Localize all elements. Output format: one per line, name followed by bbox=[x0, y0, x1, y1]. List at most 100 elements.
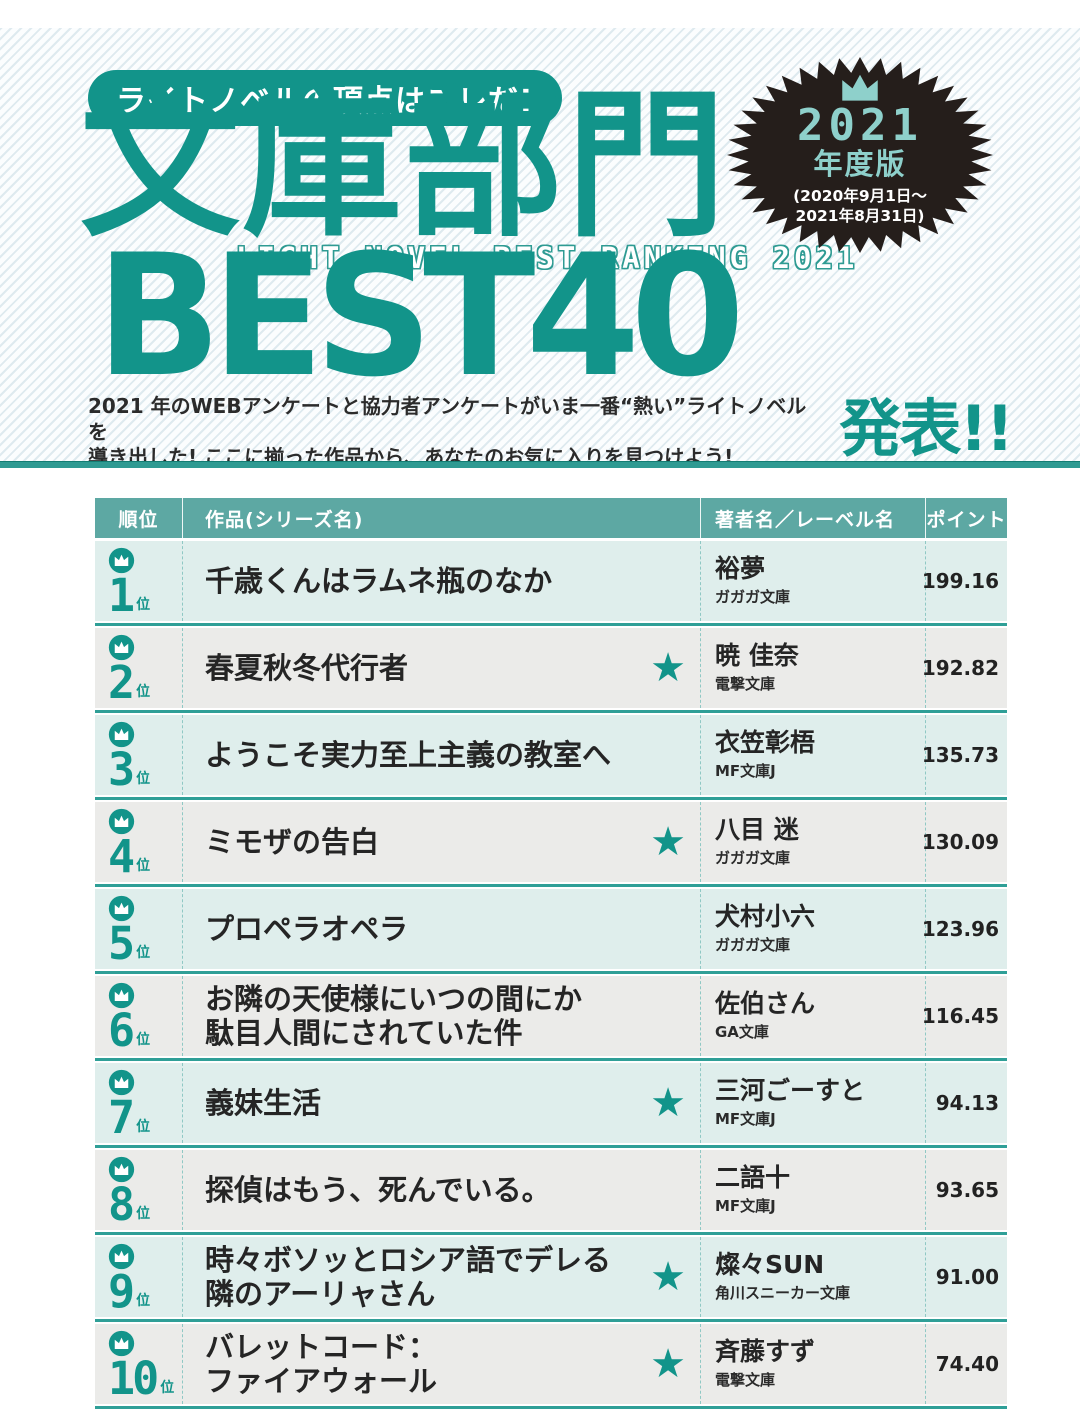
table-row: 7 位 義妹生活 ★ 三河ごーすと MF文庫J 94.13 bbox=[95, 1063, 1007, 1143]
column-header-author: 著者名／レーベル名 bbox=[700, 498, 925, 538]
row-separator bbox=[95, 1232, 1007, 1235]
author-cell: 二語十 MF文庫J bbox=[700, 1150, 925, 1230]
intro-description-line1: 2021 年のWEBアンケートと協力者アンケートがいま一番“熱い”ライトノベルを bbox=[88, 394, 807, 444]
rank-suffix: 位 bbox=[136, 684, 151, 701]
star-icon: ★ bbox=[650, 819, 686, 865]
badge-period-line2: 2021年8月31日) bbox=[795, 207, 925, 226]
points-value: 94.13 bbox=[925, 1063, 1007, 1143]
label-name: GA文庫 bbox=[715, 1023, 769, 1042]
work-title: ミモザの告白 bbox=[205, 824, 380, 859]
ranking-table: 順位 作品(シリーズ名) 著者名／レーベル名 ポイント 1 位千歳くんはラムネ瓶の… bbox=[95, 498, 1007, 1411]
author-cell: 三河ごーすと MF文庫J bbox=[700, 1063, 925, 1143]
author-cell: 燦々SUN 角川スニーカー文庫 bbox=[700, 1237, 925, 1317]
row-separator bbox=[95, 1145, 1007, 1148]
author-cell: 八目 迷ガガガ文庫 bbox=[700, 802, 925, 882]
star-icon: ★ bbox=[650, 1341, 686, 1387]
title-cell: バレットコード： ファイアウォール ★ bbox=[182, 1324, 700, 1404]
work-title: お隣の天使様にいつの間にか bbox=[205, 981, 583, 1016]
best40-title: BEST40 bbox=[96, 218, 745, 414]
row-separator bbox=[95, 1058, 1007, 1061]
label-name: ガガガ文庫 bbox=[715, 936, 791, 955]
work-title: 千歳くんはラムネ瓶のなか bbox=[205, 563, 553, 598]
rank-suffix: 位 bbox=[136, 771, 151, 788]
rank-suffix: 位 bbox=[136, 1206, 151, 1223]
rank-number-group: 10 位 bbox=[108, 1352, 175, 1405]
author-cell: 佐伯さん GA文庫 bbox=[700, 976, 925, 1056]
work-title: 義妹生活 bbox=[205, 1085, 322, 1120]
label-name: MF文庫J bbox=[715, 1110, 776, 1129]
author-cell: 斉藤すず 電撃文庫 bbox=[700, 1324, 925, 1404]
points-value: 74.40 bbox=[925, 1324, 1007, 1404]
work-title: バレットコード： bbox=[205, 1329, 438, 1364]
row-separator bbox=[95, 971, 1007, 974]
table-body: 1 位千歳くんはラムネ瓶のなか 裕夢 ガガガ文庫 199.16 2 位春夏秋冬代行者 ★ 暁 佳… bbox=[95, 541, 1007, 1409]
points-value: 192.82 bbox=[922, 628, 1007, 708]
column-header-points: ポイント bbox=[925, 498, 1007, 538]
work-title: 時々ボソッとロシア語でデレる bbox=[205, 1242, 612, 1277]
subtitle-english: LIGHT NOVEL BEST RANKING 2021 bbox=[236, 241, 859, 275]
author-cell: 暁 佳奈 電撃文庫 bbox=[700, 628, 925, 708]
title-cell: プロペラオペラ bbox=[182, 889, 700, 969]
badge-edition: 年度版 bbox=[813, 147, 907, 181]
author-name: 二語十 bbox=[715, 1162, 791, 1192]
rank-number: 9 bbox=[108, 1265, 135, 1318]
points-value: 91.00 bbox=[925, 1237, 1007, 1317]
author-name: 佐伯さん bbox=[715, 988, 816, 1018]
rank-suffix: 位 bbox=[136, 945, 151, 962]
rank-suffix: 位 bbox=[136, 1032, 151, 1049]
crown-icon bbox=[108, 1156, 135, 1187]
row-separator bbox=[95, 623, 1007, 626]
work-title: 駄目人間にされていた件 bbox=[205, 1016, 523, 1050]
work-title: 探偵はもう、死んでいる。 bbox=[205, 1172, 551, 1207]
page-title: 文庫部門 bbox=[80, 72, 729, 259]
table-row: 9 位 時々ボソッとロシア語でデレる 隣のアーリャさん ★ 燦々SUN 角川スニーカー文庫 9… bbox=[95, 1237, 1007, 1317]
crown-icon bbox=[108, 808, 135, 839]
row-separator bbox=[95, 1406, 1007, 1409]
label-name: 電撃文庫 bbox=[715, 1371, 776, 1390]
work-title: 隣のアーリャさん bbox=[205, 1277, 436, 1311]
work-title: ファイアウォール bbox=[205, 1364, 438, 1398]
table-row: 2 位春夏秋冬代行者 ★ 暁 佳奈 電撃文庫 192.82 bbox=[95, 628, 1007, 708]
title-cell: 義妹生活 ★ bbox=[182, 1063, 700, 1143]
crown-icon bbox=[108, 1069, 135, 1100]
table-row: 6 位お隣の天使様にいつの間にか 駄目人間にされていた件 佐伯さん GA文庫 116.45 bbox=[95, 976, 1007, 1056]
table-row: 5 位プロペラオペラ 犬村小六 ガガガ文庫 123.96 bbox=[95, 889, 1007, 969]
points-value: 93.65 bbox=[925, 1150, 1007, 1230]
table-row: 1 位千歳くんはラムネ瓶のなか 裕夢 ガガガ文庫 199.16 bbox=[95, 541, 1007, 621]
author-cell: 衣笠彰梧 MF文庫J bbox=[700, 715, 925, 795]
star-icon: ★ bbox=[650, 1254, 686, 1300]
rank-number: 3 bbox=[108, 743, 135, 796]
row-separator bbox=[95, 797, 1007, 800]
row-separator bbox=[95, 884, 1007, 887]
rank-number: 2 bbox=[108, 656, 135, 709]
rank-suffix: 位 bbox=[136, 597, 151, 614]
column-header-title: 作品(シリーズ名) bbox=[182, 498, 700, 538]
table-header-row: 順位 作品(シリーズ名) 著者名／レーベル名 ポイント bbox=[95, 498, 1007, 538]
rank-number: 10 bbox=[108, 1352, 159, 1405]
label-name: 電撃文庫 bbox=[715, 675, 776, 694]
starburst-shape bbox=[727, 57, 993, 253]
table-row: 8 位 探偵はもう、死んでいる。 二語十 MF文庫J 93.65 bbox=[95, 1150, 1007, 1230]
rank-suffix: 位 bbox=[136, 1293, 151, 1310]
points-value: 130.09 bbox=[922, 802, 1007, 882]
title-cell: 時々ボソッとロシア語でデレる 隣のアーリャさん ★ bbox=[182, 1237, 700, 1317]
author-name: 犬村小六 bbox=[715, 901, 816, 931]
intro-description: 2021 年のWEBアンケートと協力者アンケートがいま一番“熱い”ライトノベルを… bbox=[88, 394, 808, 471]
author-name: 三河ごーすと bbox=[715, 1075, 866, 1105]
label-name: MF文庫J bbox=[715, 1197, 776, 1216]
title-cell: ようこそ実力至上主義の教室へ bbox=[182, 715, 700, 795]
crown-icon bbox=[842, 74, 878, 101]
rank-number: 5 bbox=[108, 917, 135, 970]
rank-suffix: 位 bbox=[160, 1380, 175, 1397]
crown-icon bbox=[108, 982, 135, 1013]
rank-suffix: 位 bbox=[136, 1119, 151, 1136]
